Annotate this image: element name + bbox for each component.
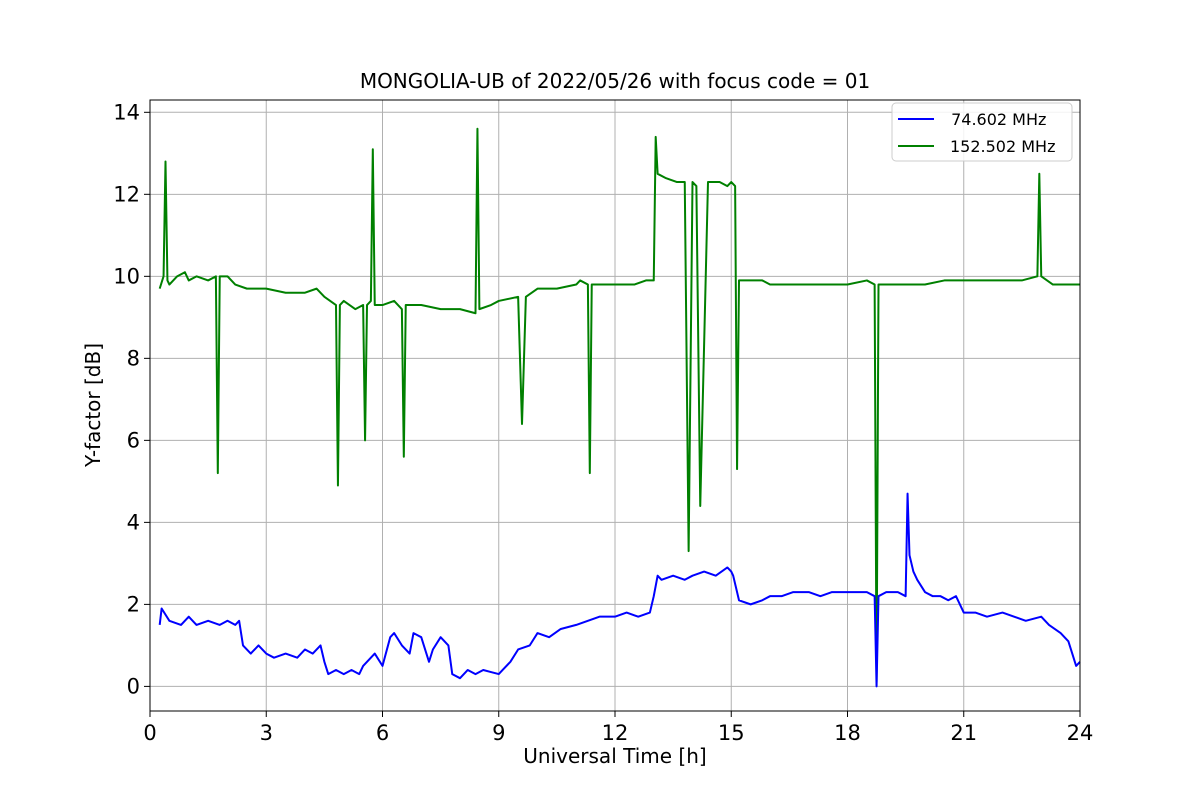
y-tick-label: 4 [127,510,140,534]
chart-title: MONGOLIA-UB of 2022/05/26 with focus cod… [360,69,870,93]
y-tick-label: 2 [127,592,140,616]
y-tick-label: 6 [127,428,140,452]
x-tick-label: 9 [492,721,505,745]
x-tick-label: 3 [260,721,273,745]
x-tick-label: 6 [376,721,389,745]
y-tick-label: 8 [127,346,140,370]
series-line-74mhz [158,492,1081,688]
x-tick-label: 0 [143,721,156,745]
legend-box [891,102,1073,162]
series-line-152mhz [158,127,1080,684]
x-tick-label: 12 [602,721,629,745]
legend: 74.602 MHz 152.502 MHz [891,102,1073,162]
y-tick-label: 14 [113,100,140,124]
x-axis-title: Universal Time [h] [523,744,706,768]
legend-label-74mhz: 74.602 MHz [946,110,1046,129]
y-axis-title: Y-factor [dB] [81,343,105,468]
y-tick-label: 12 [113,182,140,206]
series-layer [158,127,1081,688]
y-tick-label: 0 [127,674,140,698]
x-tick-label: 18 [834,721,861,745]
x-tick-label: 24 [1067,721,1094,745]
legend-label-152mhz: 152.502 MHz [950,137,1055,156]
x-tick-label: 15 [718,721,745,745]
x-tick-label: 21 [950,721,977,745]
y-tick-label: 10 [113,264,140,288]
grid [149,100,1081,711]
